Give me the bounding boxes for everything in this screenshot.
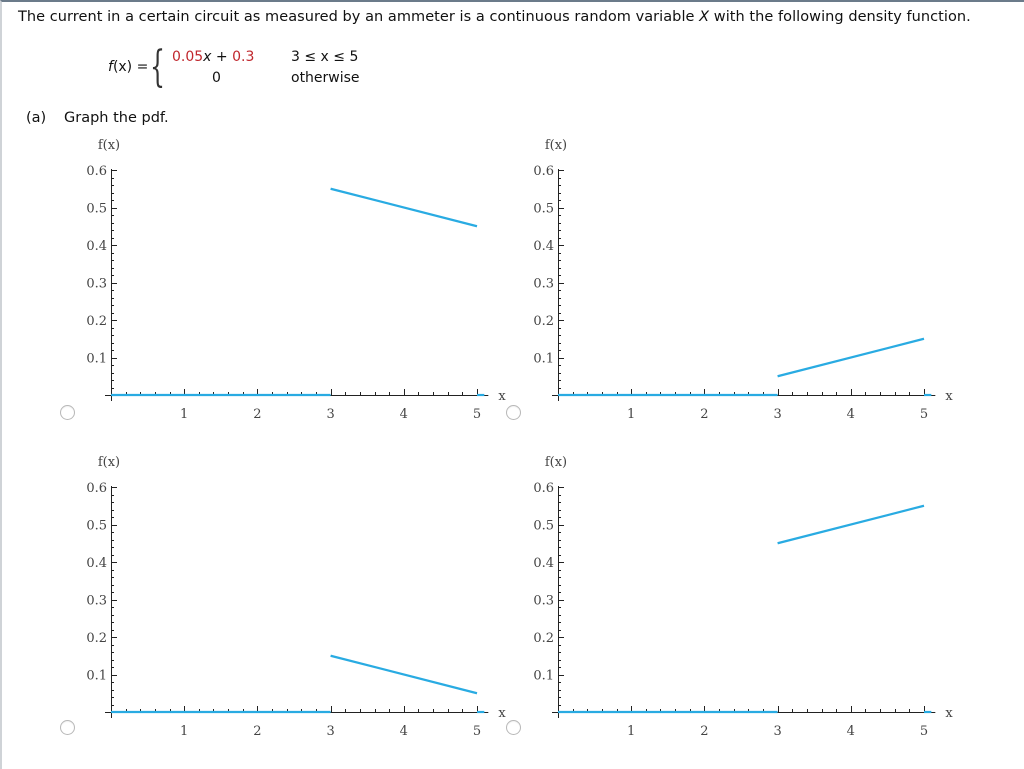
y-tick-label: 0.1: [86, 352, 107, 367]
y-axis-label: f(x): [98, 138, 120, 153]
formula-lhs: f(x) =: [108, 59, 148, 75]
x-tick-label: 1: [627, 724, 635, 739]
y-tick-label: 0.3: [86, 594, 107, 609]
pdf-line-segment: [777, 504, 925, 545]
y-tick-label: 0.4: [533, 239, 554, 254]
y-tick-label: 0.1: [533, 352, 554, 367]
x-tick-label: 2: [700, 724, 708, 739]
part-prompt-text: Graph the pdf.: [64, 110, 169, 126]
formula-plus: +: [211, 49, 233, 65]
plot-svg: 0.1 0.2 0.3 0.4 0.5 0.6 1 2 3 4 5 f(x) x: [533, 138, 953, 422]
y-tick-label: 0.1: [86, 669, 107, 684]
x-tick-label: 3: [326, 724, 334, 739]
x-tick-label: 4: [847, 724, 855, 739]
formula-case-1: 0.05x + 0.3: [172, 49, 254, 65]
formula-case-2: 0: [212, 70, 221, 86]
formula-condition-1: 3 ≤ x ≤ 5: [291, 49, 359, 65]
pdf-graph-option-3: 0.1 0.2 0.3 0.4 0.5 0.6 1 2 3 4 5 f(x) x: [0, 452, 520, 752]
x-tick-label: 5: [473, 724, 481, 739]
x-tick-label: 4: [400, 407, 408, 422]
formula-func-name: f: [108, 59, 113, 75]
question-text-part: The current in a certain circuit as meas…: [18, 9, 700, 25]
part-label: (a): [26, 110, 47, 126]
formula-condition-2: otherwise: [291, 70, 360, 86]
y-tick-label: 0.3: [533, 594, 554, 609]
x-tick-label: 2: [253, 724, 261, 739]
y-tick-label: 0.2: [86, 314, 107, 329]
y-tick-label: 0.2: [533, 631, 554, 646]
plot-svg: 0.1 0.2 0.3 0.4 0.5 0.6 1 2 3 4 5 f(x) x: [86, 455, 506, 739]
y-axis-label: f(x): [98, 455, 120, 470]
x-tick-label: 3: [773, 407, 781, 422]
pdf-graph-option-4: 0.1 0.2 0.3 0.4 0.5 0.6 1 2 3 4 5 f(x) x: [447, 452, 967, 752]
x-tick-label: 1: [180, 724, 188, 739]
formula-func-arg: (x) =: [112, 59, 149, 75]
pdf-line-segment: [777, 337, 925, 378]
y-tick-label: 0.5: [86, 202, 107, 217]
y-tick-label: 0.1: [533, 669, 554, 684]
question-text: The current in a certain circuit as meas…: [18, 9, 971, 25]
x-axis-label: x: [498, 389, 506, 404]
pdf-line-segment: [330, 187, 478, 228]
option-radio-3[interactable]: [60, 720, 75, 735]
y-tick-label: 0.6: [533, 164, 554, 179]
x-axis-label: x: [945, 706, 953, 721]
x-tick-label: 3: [326, 407, 334, 422]
x-tick-label: 2: [700, 407, 708, 422]
y-tick-label: 0.4: [533, 556, 554, 571]
x-tick-label: 1: [180, 407, 188, 422]
y-tick-label: 0.6: [86, 164, 107, 179]
x-tick-label: 4: [847, 407, 855, 422]
y-tick-label: 0.5: [86, 519, 107, 534]
question-text-part: with the following density function.: [709, 9, 971, 25]
y-tick-label: 0.2: [533, 314, 554, 329]
x-tick-label: 5: [920, 407, 928, 422]
x-tick-label: 3: [773, 724, 781, 739]
x-tick-label: 4: [400, 724, 408, 739]
pdf-line-segment: [330, 654, 478, 695]
x-tick-label: 2: [253, 407, 261, 422]
option-radio-4[interactable]: [506, 720, 521, 735]
x-tick-label: 5: [473, 407, 481, 422]
part-a-prompt: (a) Graph the pdf.: [26, 110, 169, 126]
y-tick-label: 0.3: [533, 277, 554, 292]
x-axis-label: x: [498, 706, 506, 721]
option-radio-1[interactable]: [60, 405, 75, 420]
y-tick-label: 0.6: [533, 481, 554, 496]
x-axis-label: x: [945, 389, 953, 404]
pdf-graph-option-2: 0.1 0.2 0.3 0.4 0.5 0.6 1 2 3 4 5 f(x) x: [447, 135, 967, 435]
formula-variable: x: [203, 49, 212, 65]
question-variable: X: [699, 9, 710, 25]
x-tick-label: 5: [920, 724, 928, 739]
y-tick-label: 0.5: [533, 519, 554, 534]
plot-svg: 0.1 0.2 0.3 0.4 0.5 0.6 1 2 3 4 5 f(x) x: [86, 138, 506, 422]
left-brace-icon: {: [150, 42, 166, 92]
formula-constant: 0.3: [232, 49, 255, 65]
y-tick-label: 0.3: [86, 277, 107, 292]
y-tick-label: 0.6: [86, 481, 107, 496]
x-tick-label: 1: [627, 407, 635, 422]
y-tick-label: 0.5: [533, 202, 554, 217]
pdf-graph-option-1: 0.1 0.2 0.3 0.4 0.5 0.6 1 2 3 4 5 f(x) x: [0, 135, 520, 435]
plot-svg: 0.1 0.2 0.3 0.4 0.5 0.6 1 2 3 4 5 f(x) x: [533, 455, 953, 739]
option-radio-2[interactable]: [506, 405, 521, 420]
y-tick-label: 0.4: [86, 239, 107, 254]
y-tick-label: 0.4: [86, 556, 107, 571]
y-tick-label: 0.2: [86, 631, 107, 646]
y-axis-label: f(x): [545, 455, 567, 470]
y-axis-label: f(x): [545, 138, 567, 153]
formula-coefficient: 0.05: [172, 49, 204, 65]
